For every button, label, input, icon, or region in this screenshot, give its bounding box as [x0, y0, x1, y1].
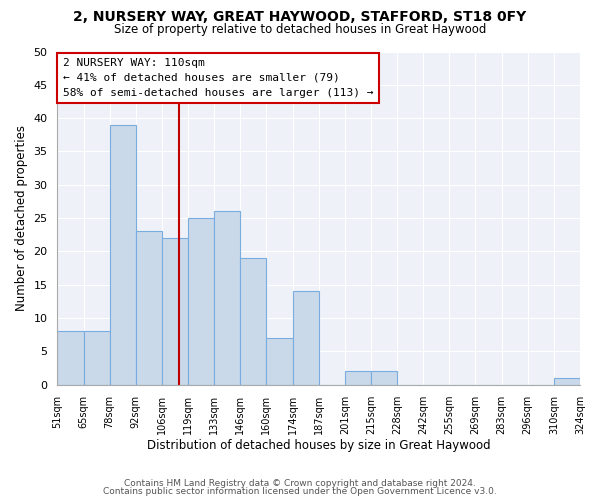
Text: 2 NURSERY WAY: 110sqm
← 41% of detached houses are smaller (79)
58% of semi-deta: 2 NURSERY WAY: 110sqm ← 41% of detached … — [62, 58, 373, 98]
Text: Contains public sector information licensed under the Open Government Licence v3: Contains public sector information licen… — [103, 487, 497, 496]
Bar — [83, 332, 110, 384]
Bar — [371, 372, 397, 384]
Bar — [136, 232, 162, 384]
Bar — [293, 292, 319, 384]
X-axis label: Distribution of detached houses by size in Great Haywood: Distribution of detached houses by size … — [147, 440, 491, 452]
Bar — [241, 258, 266, 384]
Bar — [554, 378, 580, 384]
Bar — [266, 338, 293, 384]
Bar — [58, 332, 83, 384]
Text: 2, NURSERY WAY, GREAT HAYWOOD, STAFFORD, ST18 0FY: 2, NURSERY WAY, GREAT HAYWOOD, STAFFORD,… — [73, 10, 527, 24]
Bar — [110, 125, 136, 384]
Bar — [188, 218, 214, 384]
Y-axis label: Number of detached properties: Number of detached properties — [15, 125, 28, 311]
Bar — [345, 372, 371, 384]
Text: Size of property relative to detached houses in Great Haywood: Size of property relative to detached ho… — [114, 22, 486, 36]
Bar — [214, 212, 241, 384]
Bar — [162, 238, 188, 384]
Text: Contains HM Land Registry data © Crown copyright and database right 2024.: Contains HM Land Registry data © Crown c… — [124, 478, 476, 488]
